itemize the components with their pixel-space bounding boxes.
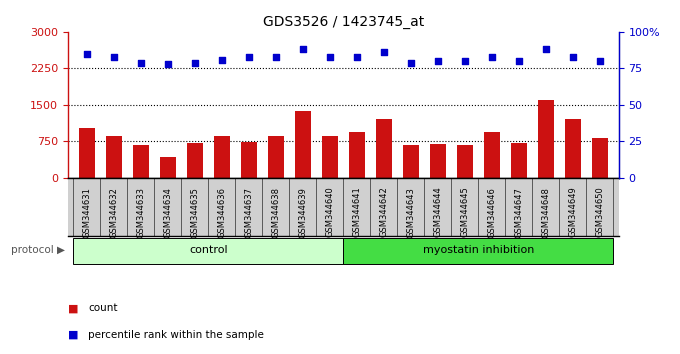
Text: GSM344632: GSM344632	[109, 187, 118, 238]
Bar	[538, 100, 554, 178]
Point	[568, 54, 579, 59]
Bar	[187, 143, 203, 178]
Point	[243, 54, 254, 59]
Bar	[349, 132, 365, 178]
Bar	[483, 132, 500, 178]
Point	[460, 58, 471, 64]
Text: GSM344641: GSM344641	[352, 187, 361, 238]
Bar	[511, 143, 527, 178]
Bar	[268, 136, 284, 178]
Bar	[457, 145, 473, 178]
Text: ■: ■	[68, 330, 78, 340]
Point	[216, 57, 227, 62]
Bar	[376, 120, 392, 178]
Bar	[106, 136, 122, 178]
Text: GSM344639: GSM344639	[299, 187, 307, 238]
Point	[271, 54, 282, 59]
Point	[109, 54, 120, 59]
Text: GSM344638: GSM344638	[271, 187, 280, 238]
Text: GSM344637: GSM344637	[244, 187, 254, 238]
Text: GSM344647: GSM344647	[514, 187, 524, 238]
Point	[82, 51, 92, 57]
Text: myostatin inhibition: myostatin inhibition	[423, 245, 534, 255]
Text: percentile rank within the sample: percentile rank within the sample	[88, 330, 265, 340]
Text: GSM344649: GSM344649	[568, 187, 577, 238]
Text: GSM344648: GSM344648	[541, 187, 550, 238]
Point	[379, 50, 390, 55]
Text: GSM344640: GSM344640	[326, 187, 335, 238]
Text: GSM344633: GSM344633	[137, 187, 146, 238]
Bar	[295, 111, 311, 178]
FancyBboxPatch shape	[73, 238, 343, 264]
Bar	[565, 120, 581, 178]
Point	[513, 58, 524, 64]
Bar	[133, 145, 149, 178]
Point	[541, 47, 551, 52]
Point	[297, 47, 308, 52]
Point	[594, 58, 605, 64]
Text: count: count	[88, 303, 118, 313]
Point	[135, 60, 146, 65]
Text: GSM344642: GSM344642	[379, 187, 388, 238]
Point	[432, 58, 443, 64]
Text: GSM344634: GSM344634	[163, 187, 173, 238]
Text: GSM344644: GSM344644	[433, 187, 443, 238]
Point	[190, 60, 201, 65]
Point	[486, 54, 497, 59]
Bar	[214, 136, 230, 178]
Point	[405, 60, 416, 65]
Bar	[241, 142, 257, 178]
Text: GSM344643: GSM344643	[407, 187, 415, 238]
Bar	[79, 128, 95, 178]
Title: GDS3526 / 1423745_at: GDS3526 / 1423745_at	[262, 16, 424, 29]
Bar	[430, 144, 446, 178]
Bar	[592, 138, 608, 178]
FancyBboxPatch shape	[343, 238, 613, 264]
Bar	[403, 145, 419, 178]
Text: GSM344646: GSM344646	[488, 187, 496, 238]
Bar	[322, 136, 338, 178]
Text: GSM344645: GSM344645	[460, 187, 469, 238]
Text: GSM344650: GSM344650	[596, 187, 605, 238]
Bar	[160, 157, 176, 178]
Text: GSM344635: GSM344635	[190, 187, 199, 238]
Text: protocol ▶: protocol ▶	[12, 245, 65, 255]
Text: control: control	[189, 245, 228, 255]
Text: ■: ■	[68, 303, 78, 313]
Point	[352, 54, 362, 59]
Text: GSM344631: GSM344631	[82, 187, 91, 238]
Point	[163, 61, 173, 67]
Text: GSM344636: GSM344636	[218, 187, 226, 238]
Point	[324, 54, 335, 59]
